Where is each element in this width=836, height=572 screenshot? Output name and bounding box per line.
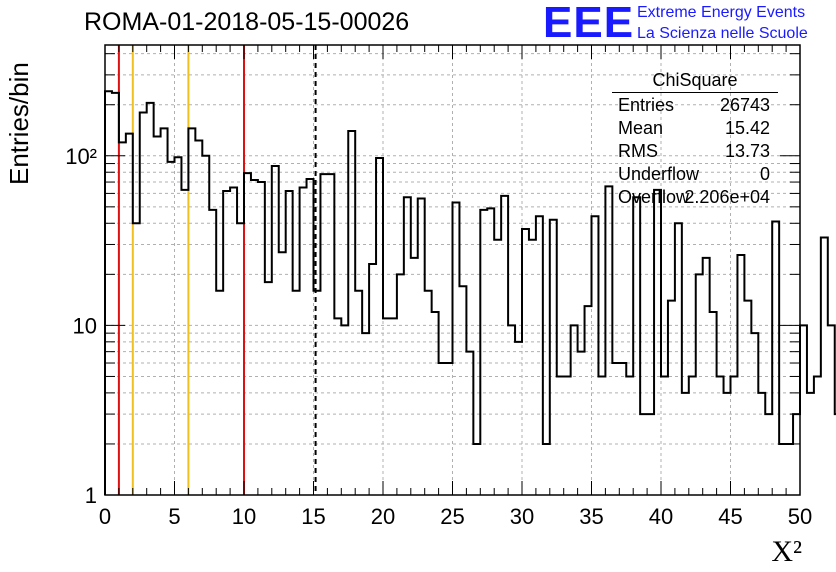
logo-caption-line2: La Scienza nelle Scuole bbox=[637, 25, 808, 42]
stats-label: Entries bbox=[618, 95, 675, 115]
logo-caption-line1: Extreme Energy Events bbox=[637, 4, 806, 21]
stats-row-overflow: Overflow 2.206e+04 bbox=[612, 187, 778, 210]
stats-value: 13.73 bbox=[724, 141, 770, 161]
plot-title: ROMA-01-2018-05-15-00026 bbox=[84, 8, 410, 36]
stats-value: 0 bbox=[759, 164, 770, 184]
y-tick-labels: 1 10 10² bbox=[65, 144, 97, 508]
stats-label: Mean bbox=[618, 118, 664, 138]
x-tick-label: 40 bbox=[649, 504, 673, 529]
stats-label: Overflow bbox=[618, 187, 690, 207]
x-tick-label: 45 bbox=[718, 504, 742, 529]
x-tick-labels: 0 5 10 15 20 25 30 35 40 45 50 bbox=[99, 504, 812, 529]
x-tick-label: 30 bbox=[510, 504, 534, 529]
stats-label: Underflow bbox=[618, 164, 700, 184]
x-tick-label: 0 bbox=[99, 504, 111, 529]
y-tick-label: 1 bbox=[85, 483, 97, 508]
y-axis-label: Entries/bin bbox=[4, 62, 34, 185]
y-tick-label: 10² bbox=[65, 144, 97, 169]
stats-box: ChiSquare Entries 26743 Mean 15.42 RMS 1… bbox=[612, 70, 778, 210]
y-tick-label: 10 bbox=[73, 313, 97, 338]
x-tick-label: 35 bbox=[579, 504, 603, 529]
stats-row-entries: Entries 26743 bbox=[612, 95, 778, 118]
grid-lines bbox=[105, 45, 800, 495]
stats-value: 15.42 bbox=[724, 118, 770, 138]
stats-value: 2.206e+04 bbox=[684, 187, 770, 207]
stats-value: 26743 bbox=[719, 95, 770, 115]
x-tick-label: 50 bbox=[788, 504, 812, 529]
x-tick-label: 15 bbox=[301, 504, 325, 529]
stats-label: RMS bbox=[618, 141, 658, 161]
stats-row-underflow: Underflow 0 bbox=[612, 164, 778, 187]
histogram-step-line bbox=[104, 90, 836, 495]
x-tick-label: 25 bbox=[440, 504, 464, 529]
eee-logo: EEE bbox=[543, 0, 635, 47]
x-tick-label: 20 bbox=[371, 504, 395, 529]
x-tick-label: 5 bbox=[168, 504, 180, 529]
stats-box-title: ChiSquare bbox=[612, 70, 778, 93]
axis-ticks bbox=[104, 45, 801, 496]
stats-row-rms: RMS 13.73 bbox=[612, 141, 778, 164]
x-axis-label: X² bbox=[771, 535, 802, 568]
stats-row-mean: Mean 15.42 bbox=[612, 118, 778, 141]
vertical-marker-lines bbox=[117, 45, 317, 495]
x-tick-label: 10 bbox=[232, 504, 256, 529]
